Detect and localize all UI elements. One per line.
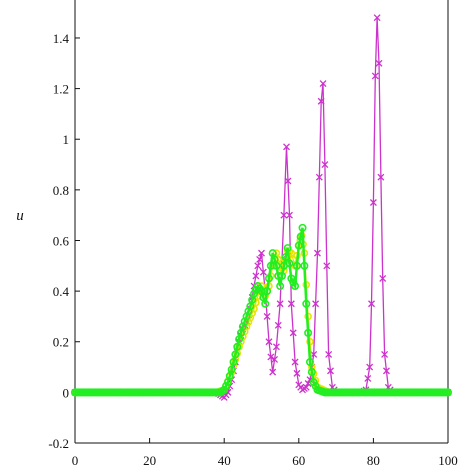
data-point xyxy=(375,59,383,67)
y-tick-label: 1.4 xyxy=(53,31,70,46)
data-point xyxy=(233,342,242,351)
data-point xyxy=(287,274,296,283)
y-tick-label: 1 xyxy=(63,132,70,147)
data-point xyxy=(272,261,281,270)
data-point xyxy=(321,161,329,169)
data-point xyxy=(222,382,231,391)
data-point xyxy=(281,252,290,261)
data-point xyxy=(220,385,229,394)
data-point xyxy=(276,282,285,291)
data-point xyxy=(312,300,320,308)
data-point xyxy=(369,199,377,206)
data-point xyxy=(443,388,452,397)
x-tick-label: 20 xyxy=(143,453,156,468)
data-point xyxy=(271,356,279,363)
y-tick-label: -0.2 xyxy=(48,436,69,451)
data-point xyxy=(229,357,238,366)
y-axis-label: u xyxy=(16,208,24,224)
data-point xyxy=(368,300,375,308)
data-point xyxy=(258,249,265,257)
y-tick-label: 0.6 xyxy=(53,233,70,248)
y-tick-label: 0.8 xyxy=(53,183,69,198)
data-point xyxy=(291,282,300,291)
data-point xyxy=(319,80,327,87)
data-point xyxy=(256,256,264,263)
y-tick-label: 0.4 xyxy=(53,284,70,299)
data-point xyxy=(276,300,284,308)
data-point xyxy=(265,338,273,346)
data-point xyxy=(302,383,310,391)
data-point xyxy=(313,249,321,257)
data-point xyxy=(254,262,262,270)
data-point xyxy=(269,368,277,376)
data-point xyxy=(366,363,374,371)
data-point xyxy=(381,350,389,358)
x-tick-label: 80 xyxy=(367,453,380,468)
data-point xyxy=(323,262,331,270)
data-point xyxy=(296,232,305,241)
x-tick-label: 0 xyxy=(72,453,79,468)
data-point xyxy=(274,321,282,329)
data-point xyxy=(267,353,275,361)
data-point xyxy=(278,271,287,280)
data-point xyxy=(364,374,372,382)
data-point xyxy=(283,244,292,253)
data-point xyxy=(294,241,303,250)
data-point xyxy=(274,271,283,280)
data-point xyxy=(284,177,292,185)
data-point xyxy=(283,143,290,151)
y-tick-label: 0.2 xyxy=(53,335,69,350)
y-tick-label: 0 xyxy=(63,385,70,400)
data-point xyxy=(263,287,272,296)
data-point xyxy=(231,350,240,359)
data-point xyxy=(252,272,260,280)
data-point xyxy=(309,378,318,387)
data-point xyxy=(289,278,298,287)
data-point xyxy=(327,367,334,375)
data-point xyxy=(227,365,236,374)
x-tick-label: 100 xyxy=(438,453,458,468)
data-point xyxy=(377,173,385,181)
series-2 xyxy=(71,223,452,397)
data-point xyxy=(382,367,390,375)
data-point xyxy=(286,211,293,219)
data-point xyxy=(317,97,325,105)
data-point xyxy=(291,358,299,366)
x-tick-label: 40 xyxy=(218,453,231,468)
data-point xyxy=(300,261,309,270)
data-point xyxy=(272,343,280,351)
data-point xyxy=(325,350,333,358)
data-point xyxy=(298,223,307,232)
data-point xyxy=(289,329,297,337)
data-point xyxy=(302,299,311,308)
data-point xyxy=(315,173,323,181)
data-point xyxy=(304,328,313,337)
data-point xyxy=(287,300,295,308)
axes xyxy=(74,0,449,444)
data-point xyxy=(379,274,387,282)
x-tick-label: 60 xyxy=(292,453,305,468)
series-layer xyxy=(71,14,452,401)
data-point xyxy=(261,299,270,308)
data-point xyxy=(371,72,379,80)
data-point xyxy=(307,368,316,377)
data-point xyxy=(292,261,301,270)
data-point xyxy=(293,369,301,377)
data-point xyxy=(305,357,314,366)
y-tick-label: 1.2 xyxy=(53,82,69,97)
data-point xyxy=(373,14,381,22)
data-point xyxy=(250,289,259,298)
tick-labels: 0 20 40 60 80 100-0.200.20.40.60.811.21.4 xyxy=(48,31,457,468)
series-line xyxy=(75,17,448,399)
data-point xyxy=(285,259,294,268)
data-point xyxy=(264,274,273,283)
series-0 xyxy=(71,14,452,401)
data-point xyxy=(266,261,275,270)
data-point xyxy=(263,312,271,320)
data-point xyxy=(280,211,288,219)
data-point xyxy=(259,268,267,276)
